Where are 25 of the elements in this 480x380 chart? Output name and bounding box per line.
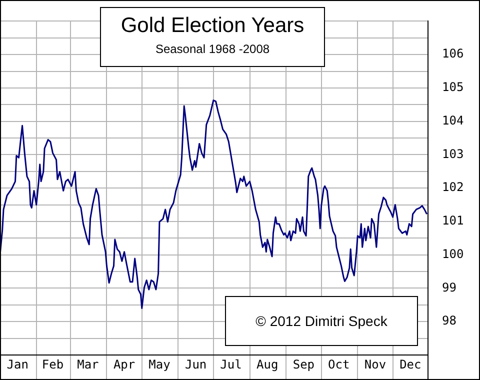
- x-tick-label: Feb: [42, 357, 64, 372]
- y-tick-label: 101: [442, 214, 464, 228]
- y-tick-label: 99: [442, 280, 456, 294]
- y-tick-label: 103: [442, 146, 464, 161]
- x-tick-label: Oct: [328, 357, 350, 372]
- x-tick-label: Dec: [400, 357, 422, 372]
- title-box: Gold Election Years Seasonal 1968 -2008: [100, 7, 325, 67]
- y-tick-label: 106: [442, 46, 464, 61]
- x-tick-label: Nov: [364, 357, 386, 372]
- y-tick-label: 104: [442, 113, 464, 128]
- chart-title: Gold Election Years: [120, 14, 306, 38]
- x-tick-label: Jan: [6, 357, 28, 372]
- x-tick-label: Aug: [256, 357, 278, 372]
- note-box: © 2012 Dimitri Speck: [225, 296, 418, 346]
- y-tick-label: 105: [442, 80, 464, 94]
- x-tick-label: Apr: [113, 357, 136, 372]
- y-tick-label: 98: [442, 314, 456, 328]
- x-tick-label: Jul: [220, 357, 242, 372]
- x-tick-label: Mar: [77, 357, 99, 372]
- x-tick-label: May: [148, 357, 170, 372]
- x-tick-label: Sep: [292, 357, 315, 372]
- annotation: © 2012 Dimitri Speck: [254, 313, 388, 329]
- x-tick-label: Jun: [184, 357, 207, 372]
- y-tick-label: 102: [442, 180, 464, 194]
- y-tick-label: 100: [442, 246, 464, 261]
